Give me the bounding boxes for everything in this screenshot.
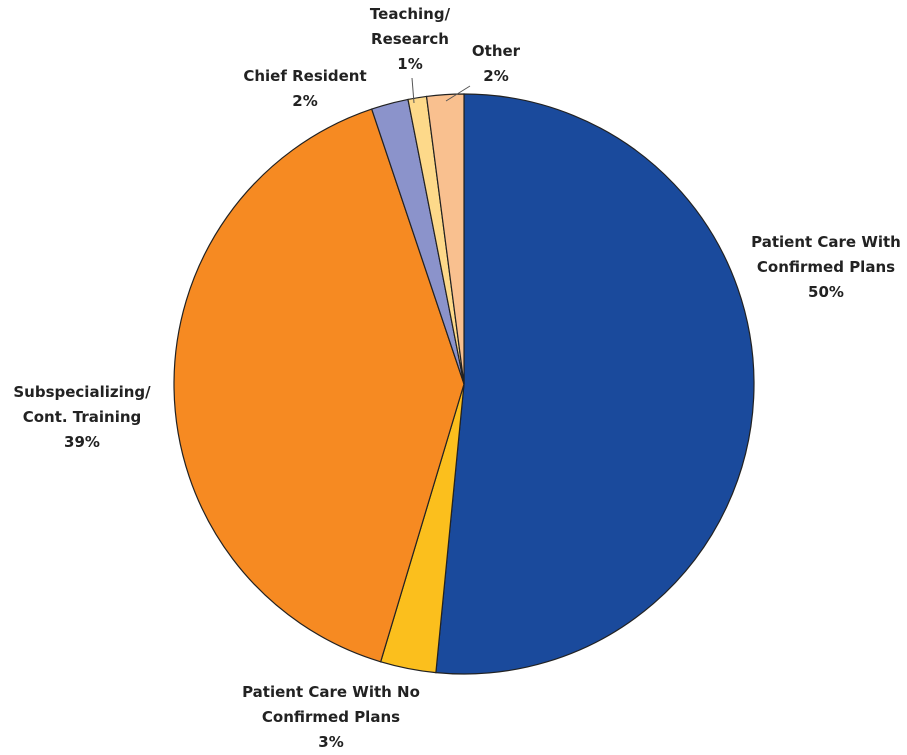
value-label: 3% [318,733,344,751]
slice-label: Chief Resident 2% [225,64,385,114]
category-label: Patient Care With No Confirmed Plans [242,683,420,726]
category-label: Other [471,42,521,60]
pie-slice [435,93,755,675]
category-label: Teaching/ Research [369,5,451,48]
category-label: Patient Care With Confirmed Plans [751,233,901,276]
value-label: 1% [397,55,423,73]
slice-label: Subspecializing/ Cont. Training 39% [2,380,162,455]
leader-line [411,77,415,104]
slice-label: Patient Care With No Confirmed Plans 3% [231,680,431,755]
slice-label: Other 2% [456,39,536,89]
value-label: 50% [808,283,844,301]
leader-lines [411,77,471,104]
value-label: 2% [292,92,318,110]
category-label: Chief Resident [243,67,367,85]
category-label: Subspecializing/ Cont. Training [13,383,151,426]
value-label: 2% [483,67,509,85]
leader-line [445,85,471,102]
value-label: 39% [64,433,100,451]
slice-label: Patient Care With Confirmed Plans 50% [736,230,907,305]
pie-slice [425,93,465,385]
pie-slice [173,108,465,663]
slice-label: Teaching/ Research 1% [360,2,460,77]
